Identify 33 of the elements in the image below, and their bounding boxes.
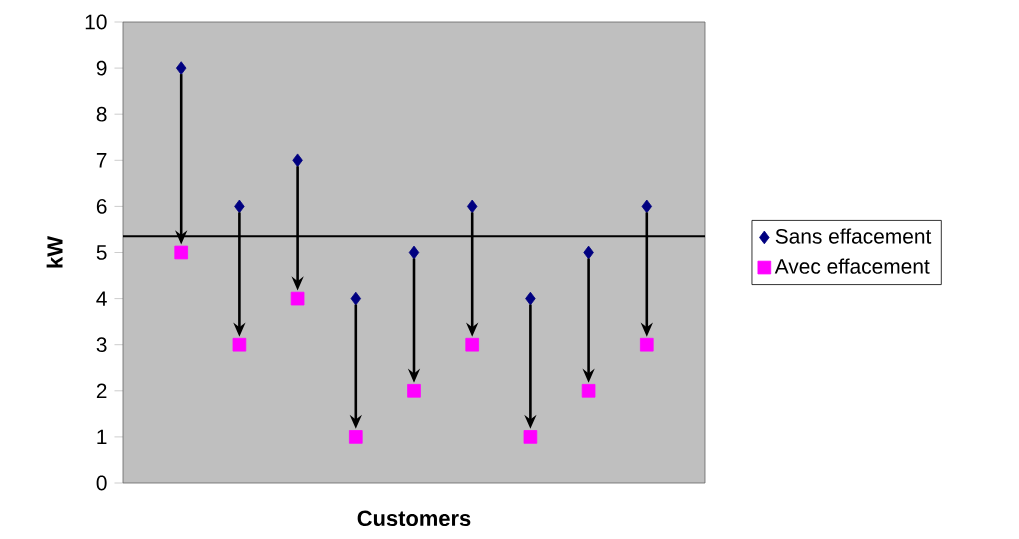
point [581, 384, 596, 398]
y-tick-label: 5 [96, 245, 107, 260]
point [407, 384, 421, 398]
y-tick-label: 1 [97, 429, 107, 445]
point [290, 291, 305, 306]
y-tick-label: 7 [96, 153, 107, 168]
y-axis-title: kW [46, 236, 63, 268]
point [232, 337, 247, 352]
point [234, 199, 245, 214]
point [639, 337, 654, 352]
legend-label: Sans effacement [775, 228, 932, 244]
point [523, 430, 538, 444]
y-tick-label: 4 [96, 291, 107, 306]
point [408, 245, 420, 260]
point [350, 291, 361, 306]
point [176, 61, 187, 75]
point [467, 199, 478, 214]
y-tick-label: 3 [96, 337, 107, 353]
y-tick-label: 2 [96, 383, 107, 399]
x-axis-title: Customers [357, 510, 471, 527]
y-tick-label: 8 [96, 106, 107, 122]
point [525, 291, 536, 306]
point [583, 245, 594, 260]
y-tick-label: 10 [85, 14, 107, 30]
point [465, 337, 479, 352]
point [641, 199, 652, 214]
point [349, 430, 363, 444]
point [292, 153, 303, 168]
y-tick-label: 9 [96, 60, 107, 76]
point [174, 245, 188, 260]
y-tick-label: 6 [96, 199, 107, 214]
legend-label: Avec effacement [774, 258, 930, 274]
y-tick-label: 0 [96, 475, 107, 491]
